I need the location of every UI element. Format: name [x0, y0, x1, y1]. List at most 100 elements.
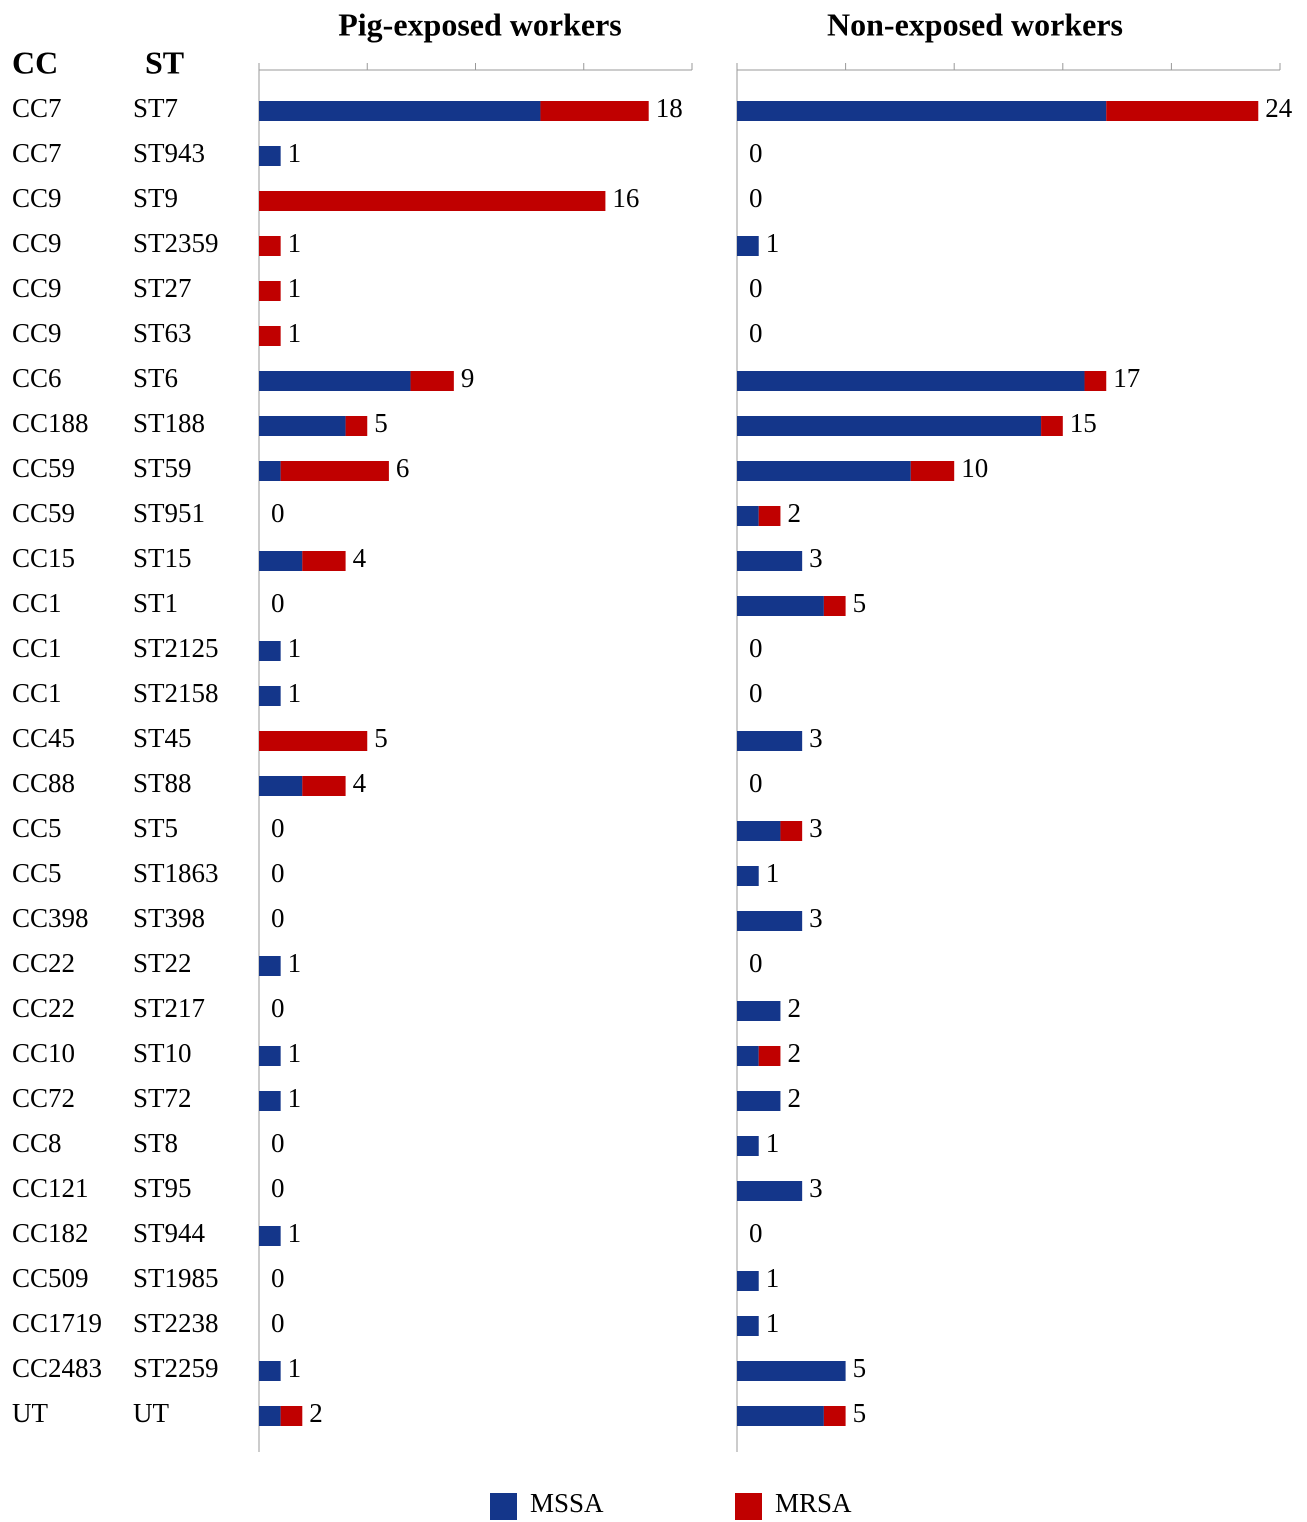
row-label: ST2259 [133, 1353, 219, 1383]
bar-segment [259, 641, 281, 661]
bar-segment [259, 371, 411, 391]
row-label: ST2158 [133, 678, 219, 708]
data-label: 24 [1265, 93, 1293, 123]
bar-segment [737, 821, 781, 841]
chart-title: Pig-exposed workers [338, 6, 622, 42]
data-label: 9 [461, 363, 475, 393]
bar-segment [758, 1046, 781, 1066]
bar-segment [780, 821, 803, 841]
bar-segment [259, 326, 281, 346]
row-label: UT [12, 1398, 48, 1428]
data-label: 0 [271, 498, 285, 528]
data-label: 0 [749, 138, 763, 168]
bar-segment [737, 371, 1085, 391]
row-label: ST63 [133, 318, 192, 348]
bar-segment [737, 416, 1042, 436]
data-label: 0 [271, 1128, 285, 1158]
bar-segment [737, 1046, 759, 1066]
row-label: CC5 [12, 858, 62, 888]
data-label: 10 [961, 453, 988, 483]
data-label: 3 [809, 543, 823, 573]
data-label: 1 [288, 318, 302, 348]
bar-segment [259, 731, 368, 751]
row-label: CC188 [12, 408, 89, 438]
row-label: CC509 [12, 1263, 89, 1293]
row-label: CC9 [12, 318, 62, 348]
data-label: 3 [809, 1173, 823, 1203]
bar-segment [259, 236, 281, 256]
bar-segment [259, 1406, 281, 1426]
data-label: 4 [353, 543, 367, 573]
data-label: 1 [766, 1308, 780, 1338]
row-label: CC7 [12, 138, 62, 168]
data-label: 1 [288, 1038, 302, 1068]
bar-segment [737, 461, 911, 481]
legend-swatch [490, 1493, 517, 1520]
row-label: UT [133, 1398, 169, 1428]
row-label: CC22 [12, 948, 75, 978]
row-label: ST6 [133, 363, 178, 393]
bar-segment [737, 1406, 824, 1426]
bar-segment [758, 506, 781, 526]
column-header: CC [12, 44, 58, 80]
data-label: 1 [288, 633, 302, 663]
row-label: CC59 [12, 453, 75, 483]
bar-segment [737, 596, 824, 616]
row-label: ST943 [133, 138, 205, 168]
data-label: 3 [809, 903, 823, 933]
bar-segment [910, 461, 955, 481]
bar-segment [259, 686, 281, 706]
bar-segment [410, 371, 454, 391]
bar-segment [737, 731, 803, 751]
bar-segment [737, 236, 759, 256]
data-label: 5 [374, 723, 388, 753]
bar-segment [259, 956, 281, 976]
data-label: 0 [749, 183, 763, 213]
row-label: ST22 [133, 948, 192, 978]
data-label: 0 [749, 948, 763, 978]
row-label: CC121 [12, 1173, 89, 1203]
row-label: CC22 [12, 993, 75, 1023]
row-label: ST27 [133, 273, 192, 303]
bar-segment [540, 101, 649, 121]
row-label: ST95 [133, 1173, 192, 1203]
row-label: ST951 [133, 498, 205, 528]
bar-segment [302, 551, 346, 571]
bar-segment [737, 1001, 781, 1021]
row-label: CC6 [12, 363, 62, 393]
row-label: ST59 [133, 453, 192, 483]
row-label: CC1719 [12, 1308, 102, 1338]
row-label: ST217 [133, 993, 205, 1023]
bar-segment [737, 866, 759, 886]
data-label: 0 [749, 1218, 763, 1248]
bar-segment [259, 776, 303, 796]
data-label: 1 [288, 1083, 302, 1113]
row-label: ST88 [133, 768, 192, 798]
row-label: ST7 [133, 93, 178, 123]
row-label: CC1 [12, 633, 62, 663]
chart-title: Non-exposed workers [827, 6, 1123, 42]
bar-segment [302, 776, 346, 796]
bar-segment [259, 146, 281, 166]
bar-segment [345, 416, 368, 436]
legend-swatch [735, 1493, 762, 1520]
bar-segment [737, 1361, 846, 1381]
row-label: ST72 [133, 1083, 192, 1113]
bar-segment [737, 1181, 803, 1201]
row-label: ST2359 [133, 228, 219, 258]
data-label: 3 [809, 813, 823, 843]
bar-segment [1106, 101, 1259, 121]
bar-segment [823, 596, 846, 616]
row-label: ST5 [133, 813, 178, 843]
data-label: 1 [766, 228, 780, 258]
data-label: 1 [288, 1353, 302, 1383]
bar-segment [1084, 371, 1107, 391]
bar-segment [737, 1316, 759, 1336]
bar-segment [737, 1091, 781, 1111]
row-label: ST45 [133, 723, 192, 753]
data-label: 0 [749, 273, 763, 303]
data-label: 1 [288, 228, 302, 258]
row-label: ST1985 [133, 1263, 219, 1293]
row-label: CC7 [12, 93, 62, 123]
data-label: 2 [309, 1398, 323, 1428]
